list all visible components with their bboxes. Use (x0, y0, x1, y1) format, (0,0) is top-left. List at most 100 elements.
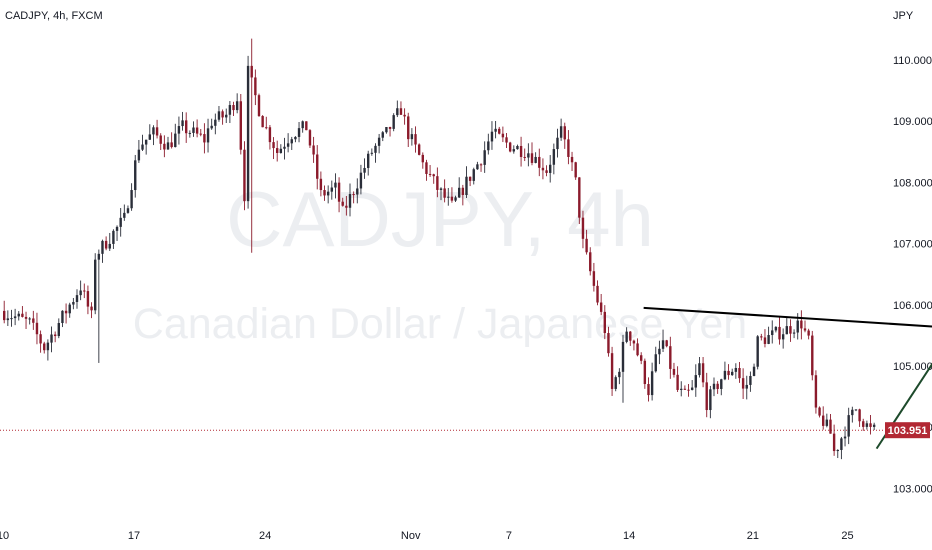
candle (254, 69, 257, 106)
candle (377, 133, 381, 154)
candle-body (556, 137, 559, 150)
candle (272, 137, 275, 160)
candle (385, 126, 388, 134)
candle-body (166, 142, 170, 150)
time-tick-label: 14 (623, 530, 635, 542)
candle-body (363, 167, 366, 173)
candle-body (803, 328, 807, 331)
candle (257, 93, 261, 117)
candle (24, 311, 28, 329)
candle (625, 327, 628, 344)
plot-area[interactable] (0, 0, 884, 520)
candle (847, 407, 850, 445)
candle (607, 326, 610, 357)
symbol-title: CADJPY, 4h, FXCM (5, 10, 103, 22)
candle-body (763, 337, 767, 344)
candle (599, 293, 603, 316)
candle-body (800, 320, 803, 329)
candle-body (607, 333, 610, 354)
candle (123, 204, 126, 221)
candle-body (126, 208, 130, 213)
candle (334, 173, 337, 199)
candle-body (414, 134, 417, 145)
candle (112, 229, 115, 249)
candle-body (436, 176, 439, 190)
candle-body (83, 290, 86, 292)
candle-body (508, 142, 512, 152)
candle (407, 112, 410, 148)
candle (367, 150, 370, 176)
candle-body (428, 173, 432, 175)
candle (90, 302, 93, 319)
candle-body (148, 134, 151, 140)
candle-body (352, 194, 355, 196)
candle (46, 339, 50, 361)
time-tick-label: 17 (128, 530, 140, 542)
candle (559, 118, 563, 141)
candle-body (654, 354, 657, 372)
candle (174, 123, 177, 148)
candle (483, 141, 486, 173)
candle (836, 449, 839, 459)
candle (447, 187, 450, 206)
time-tick-label: 21 (747, 530, 759, 542)
time-axis[interactable] (0, 520, 932, 550)
candle-body (134, 160, 137, 191)
price-tick-label: 107.000 (893, 239, 932, 251)
candle-body (676, 374, 679, 390)
candle (235, 93, 239, 114)
candle (163, 135, 166, 158)
candle (203, 123, 206, 154)
candle (778, 316, 781, 345)
candle (541, 158, 545, 180)
candle (221, 109, 224, 125)
candle (388, 126, 392, 137)
candle (694, 364, 697, 397)
candle-body (847, 415, 850, 437)
candle (323, 185, 326, 201)
candle (680, 381, 683, 397)
candle-body (276, 148, 279, 153)
candle-body (796, 320, 799, 333)
candle-body (232, 105, 235, 111)
candle-body (17, 313, 20, 317)
candle-body (43, 343, 46, 351)
candle (752, 363, 756, 377)
candle-body (723, 370, 727, 380)
candle-body (599, 302, 603, 312)
candle (585, 229, 588, 255)
candle (166, 136, 170, 150)
candle (618, 368, 621, 385)
candle-body (596, 285, 599, 303)
candle (345, 196, 348, 216)
price-axis[interactable] (884, 0, 932, 520)
candle (647, 377, 650, 402)
candle (144, 139, 148, 155)
candle (199, 128, 202, 137)
candle-body (21, 313, 24, 317)
candle-body (694, 375, 697, 388)
candle-body (538, 156, 541, 168)
candle (104, 236, 108, 251)
candle-body (778, 326, 781, 340)
candle-body (832, 433, 836, 452)
candle-body (789, 326, 792, 334)
candle (494, 120, 497, 139)
candle (6, 310, 10, 326)
candle-body (217, 111, 221, 120)
candle-body (829, 419, 832, 434)
candle-body (825, 419, 829, 426)
candle (851, 406, 854, 423)
candle (829, 414, 832, 434)
candle (516, 144, 519, 150)
candle (731, 368, 734, 376)
candle-body (552, 149, 556, 165)
candle (35, 312, 39, 345)
candle (862, 418, 865, 431)
candle-body (490, 131, 494, 142)
trendline[interactable] (643, 306, 932, 328)
candle-body (516, 145, 519, 150)
candle (665, 339, 668, 348)
candle-body (851, 409, 854, 416)
